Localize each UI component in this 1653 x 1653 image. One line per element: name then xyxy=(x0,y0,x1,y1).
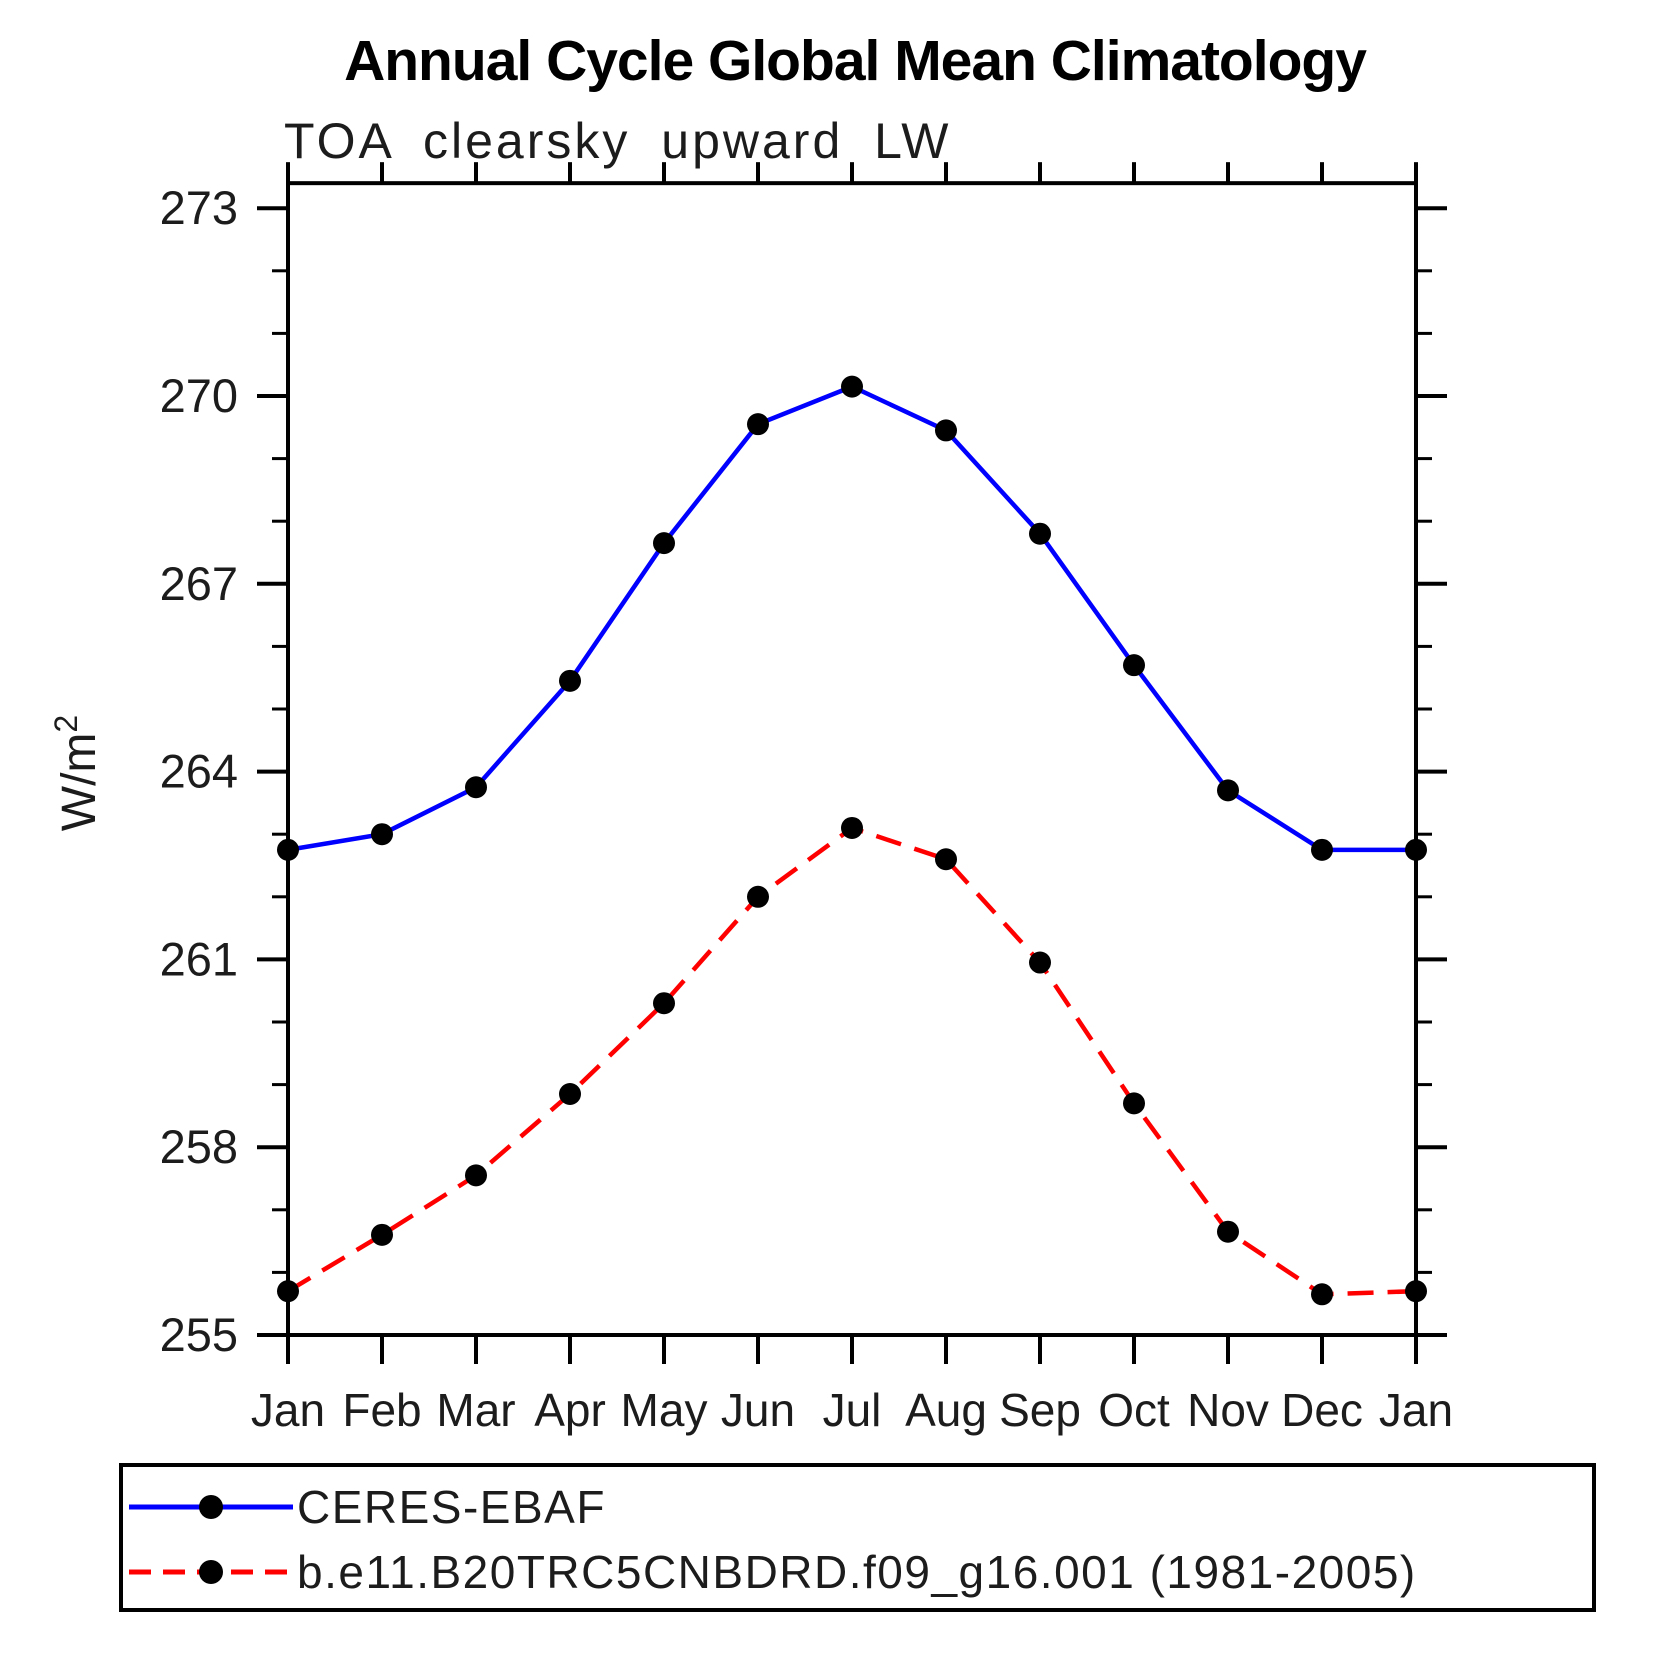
data-point-marker xyxy=(559,1082,581,1105)
x-axis-month-label: Dec xyxy=(1281,1384,1363,1436)
x-axis-month-label: Jun xyxy=(721,1384,795,1436)
plot-frame xyxy=(286,181,1418,1337)
x-axis-month-label: Mar xyxy=(436,1384,515,1436)
data-point-marker xyxy=(371,1223,393,1246)
data-point-marker xyxy=(653,532,675,555)
x-axis-month-label: Feb xyxy=(342,1384,421,1436)
series-line-ceres-ebaf xyxy=(287,384,1416,853)
data-point-marker xyxy=(841,816,863,839)
x-axis-month-label: Apr xyxy=(534,1384,606,1436)
legend-marker-dot xyxy=(199,1495,223,1519)
data-point-marker xyxy=(747,885,769,908)
y-axis-tick-label: 270 xyxy=(160,369,238,422)
data-point-marker xyxy=(1311,1283,1333,1306)
data-point-marker xyxy=(559,669,581,692)
x-axis-month-label: Nov xyxy=(1187,1384,1269,1436)
legend-label-ceres-ebaf: CERES-EBAF xyxy=(297,1481,606,1533)
legend-label-model-run: b.e11.B20TRC5CNBDRD.f09_g16.001 (1981-20… xyxy=(297,1546,1417,1598)
legend-box: CERES-EBAF b.e11.B20TRC5CNBDRD.f09_g16.0… xyxy=(119,1463,1596,1612)
data-point-marker xyxy=(935,848,957,871)
y-axis-tick-label: 273 xyxy=(160,181,238,234)
data-point-marker xyxy=(1029,951,1051,974)
x-axis-month-label: Oct xyxy=(1098,1384,1170,1436)
x-axis-month-label: May xyxy=(621,1384,708,1436)
data-point-marker xyxy=(1405,1280,1427,1303)
x-axis-month-label: Sep xyxy=(999,1384,1081,1436)
x-axis-month-label: Jan xyxy=(1379,1384,1453,1436)
y-axis-tick-label: 255 xyxy=(160,1308,238,1361)
legend-line-sample-dashed xyxy=(129,1560,293,1584)
y-axis-tick-label: 264 xyxy=(160,745,238,798)
series-line-model-run xyxy=(286,825,1417,1297)
x-axis-month-label: Jan xyxy=(251,1384,325,1436)
x-axis-month-label: Jul xyxy=(823,1384,882,1436)
data-point-marker xyxy=(841,375,863,398)
legend-item-ceres-ebaf: CERES-EBAF xyxy=(125,1477,606,1537)
data-point-marker xyxy=(1123,1092,1145,1115)
data-point-marker xyxy=(1405,838,1427,861)
data-point-marker xyxy=(277,1280,299,1303)
y-axis-tick-label: 267 xyxy=(160,557,238,610)
legend-line-sample-solid xyxy=(129,1495,293,1519)
data-point-marker xyxy=(465,776,487,799)
legend-item-model-run: b.e11.B20TRC5CNBDRD.f09_g16.001 (1981-20… xyxy=(125,1542,1417,1602)
data-point-marker xyxy=(1217,779,1239,802)
legend-marker-dot xyxy=(199,1560,223,1584)
data-point-marker xyxy=(277,838,299,861)
data-point-marker xyxy=(935,419,957,442)
y-axis-tick-label: 261 xyxy=(160,932,238,985)
chart-title: Annual Cycle Global Mean Climatology xyxy=(344,29,1367,93)
y-axis-title: W/m2 xyxy=(48,715,106,831)
x-axis-month-label: Aug xyxy=(905,1384,987,1436)
y-axis-title-superscript: 2 xyxy=(48,715,84,733)
data-point-marker xyxy=(1311,838,1333,861)
data-point-marker xyxy=(371,823,393,846)
y-axis-tick-label: 258 xyxy=(160,1120,238,1173)
data-point-marker xyxy=(1123,654,1145,677)
data-point-marker xyxy=(1217,1220,1239,1243)
chart-subtitle: TOA clearsky upward LW xyxy=(284,113,952,169)
data-point-marker xyxy=(465,1164,487,1187)
data-point-marker xyxy=(747,413,769,436)
data-point-marker xyxy=(653,992,675,1015)
data-point-marker xyxy=(1029,522,1051,545)
